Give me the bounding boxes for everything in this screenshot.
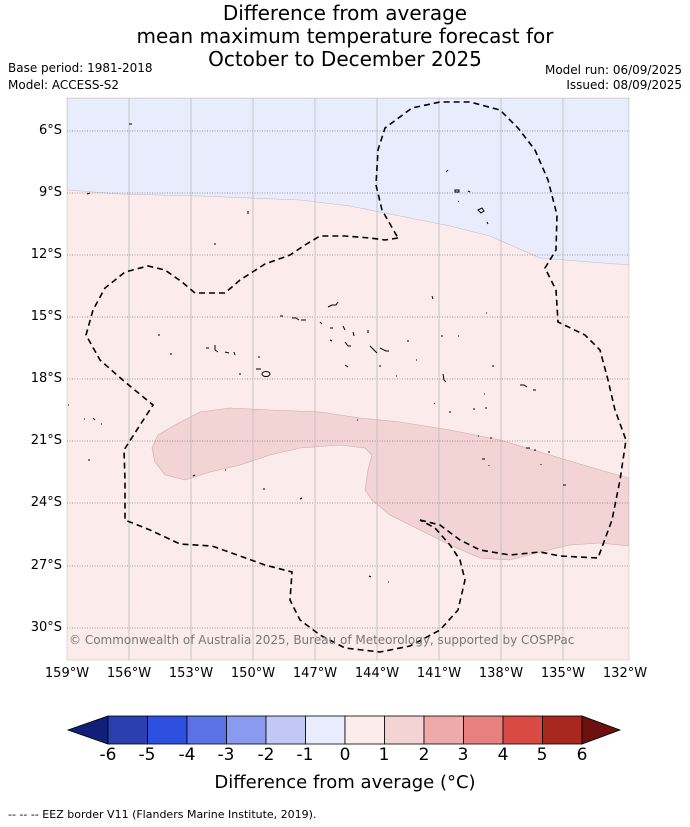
lat-label: 9°S	[38, 185, 62, 200]
colorbar-swatch	[107, 715, 148, 745]
eez-border-east	[375, 101, 627, 559]
copyright-notice: © Commonwealth of Australia 2025, Bureau…	[69, 633, 575, 647]
lat-label: 15°S	[30, 309, 62, 324]
colorbar-tick: 1	[378, 745, 390, 765]
base-period: Base period: 1981-2018	[8, 61, 153, 75]
colorbar-swatch	[384, 715, 425, 745]
lat-label: 21°S	[30, 433, 62, 448]
colorbar-tick: -4	[178, 745, 196, 765]
lon-label: 135°W	[540, 666, 586, 681]
colorbar-swatch	[423, 715, 464, 745]
warm-anomaly-band	[151, 407, 629, 561]
colorbar-tick: 3	[457, 745, 469, 765]
colorbar-tick: -2	[257, 745, 275, 765]
cool-anomaly-region	[67, 98, 629, 266]
colorbar-title: Difference from average (°C)	[214, 772, 476, 793]
lat-label: 27°S	[30, 558, 62, 573]
lat-label: 18°S	[30, 371, 62, 386]
lat-label: 30°S	[30, 620, 62, 635]
eez-border-main	[85, 235, 466, 653]
colorbar-tick: 2	[418, 745, 430, 765]
colorbar-tick: 6	[576, 745, 588, 765]
lon-label: 138°W	[478, 666, 524, 681]
model-name: Model: ACCESS-S2	[8, 78, 120, 92]
colorbar-extend-low	[66, 715, 109, 745]
colorbar-swatch	[226, 715, 267, 745]
colorbar-swatch	[147, 715, 188, 745]
eez-legend-note: -- -- -- EEZ border V11 (Flanders Marine…	[8, 808, 317, 821]
lat-label: 6°S	[38, 123, 62, 138]
colorbar-tick: 4	[497, 745, 509, 765]
colorbar-extend-high	[581, 715, 622, 745]
colorbar	[66, 715, 622, 745]
colorbar-swatch	[344, 715, 385, 745]
lon-label: 147°W	[292, 666, 338, 681]
colorbar-swatch	[265, 715, 306, 745]
title-line3: October to December 2025	[208, 47, 482, 71]
lon-label: 141°W	[416, 666, 462, 681]
lon-label: 156°W	[106, 666, 152, 681]
model-run: Model run: 06/09/2025	[544, 63, 682, 77]
lon-label: 150°W	[230, 666, 276, 681]
lat-label: 24°S	[30, 495, 62, 510]
lon-label: 159°W	[44, 666, 90, 681]
colorbar-swatch	[305, 715, 346, 745]
colorbar-tick: 5	[536, 745, 548, 765]
lon-label: 132°W	[602, 666, 648, 681]
colorbar-tick: 0	[339, 745, 351, 765]
lat-label: 12°S	[30, 247, 62, 262]
colorbar-swatch	[463, 715, 504, 745]
grid-lines	[67, 130, 629, 629]
title-line1: Difference from average	[222, 1, 468, 25]
meridians	[128, 98, 564, 660]
lon-label: 153°W	[168, 666, 214, 681]
colorbar-swatch	[502, 715, 543, 745]
colorbar-tick: -5	[138, 745, 156, 765]
islands	[68, 123, 566, 583]
colorbar-tick: -6	[99, 745, 117, 765]
colorbar-swatch	[186, 715, 227, 745]
colorbar-tick: -1	[296, 745, 314, 765]
colorbar-swatch	[542, 715, 583, 745]
colorbar-tick: -3	[217, 745, 235, 765]
issued-date: Issued: 08/09/2025	[566, 78, 682, 92]
lon-label: 144°W	[354, 666, 400, 681]
title-line2: mean maximum temperature forecast for	[136, 24, 554, 48]
